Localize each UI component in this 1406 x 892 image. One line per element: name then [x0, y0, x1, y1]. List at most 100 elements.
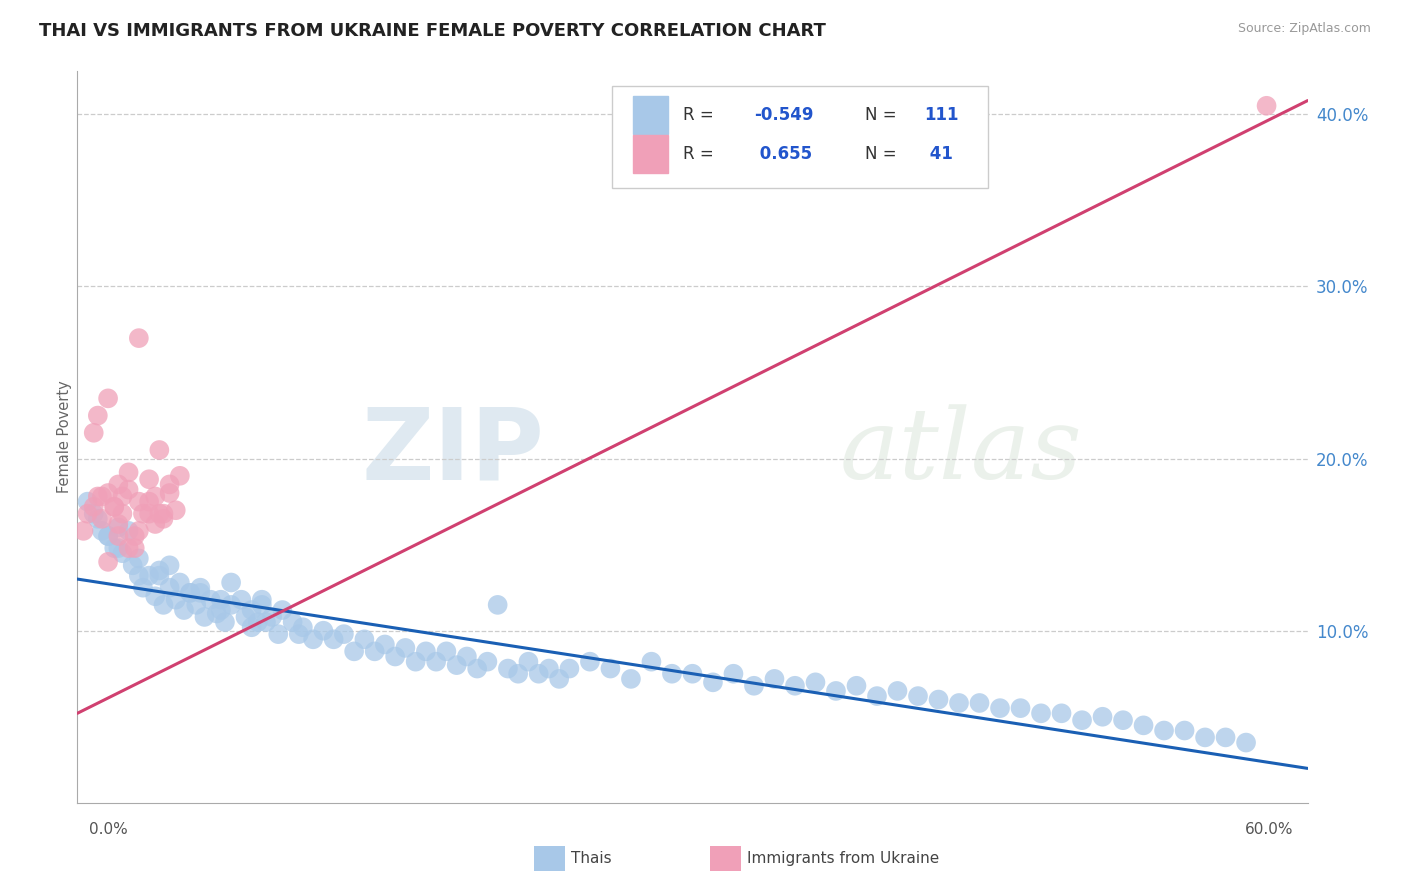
Point	[209, 592, 232, 607]
Point	[169, 575, 191, 590]
Point	[1091, 710, 1114, 724]
Bar	[634, 96, 668, 135]
Point	[394, 640, 416, 655]
Text: THAI VS IMMIGRANTS FROM UKRAINE FEMALE POVERTY CORRELATION CHART: THAI VS IMMIGRANTS FROM UKRAINE FEMALE P…	[39, 22, 827, 40]
Point	[148, 442, 170, 457]
Point	[254, 615, 277, 629]
Point	[302, 632, 325, 647]
Point	[169, 468, 191, 483]
Point	[87, 512, 110, 526]
Point	[76, 494, 98, 508]
Point	[1029, 706, 1052, 721]
Point	[271, 603, 294, 617]
Point	[783, 679, 806, 693]
Point	[103, 541, 125, 555]
Point	[907, 689, 929, 703]
Point	[1010, 701, 1032, 715]
Point	[107, 477, 129, 491]
Point	[143, 490, 166, 504]
Point	[343, 644, 366, 658]
Point	[143, 516, 166, 531]
Point	[1153, 723, 1175, 738]
Point	[1071, 713, 1094, 727]
Point	[312, 624, 335, 638]
Point	[527, 666, 550, 681]
Point	[148, 568, 170, 582]
Point	[90, 524, 114, 538]
Point	[83, 500, 105, 514]
Point	[117, 541, 139, 555]
Point	[124, 529, 146, 543]
Point	[83, 507, 105, 521]
Point	[159, 486, 181, 500]
Text: R =: R =	[683, 145, 713, 163]
Point	[579, 655, 602, 669]
Point	[83, 425, 105, 440]
Point	[425, 655, 447, 669]
Point	[107, 520, 129, 534]
Point	[353, 632, 375, 647]
Point	[117, 524, 139, 538]
Point	[558, 662, 581, 676]
Point	[143, 589, 166, 603]
Point	[250, 592, 273, 607]
Point	[173, 603, 195, 617]
Point	[87, 490, 110, 504]
Point	[702, 675, 724, 690]
Point	[148, 507, 170, 521]
Point	[152, 598, 174, 612]
Point	[111, 546, 134, 560]
Point	[235, 610, 257, 624]
Point	[508, 666, 530, 681]
Point	[1174, 723, 1197, 738]
Point	[1194, 731, 1216, 745]
Point	[723, 666, 745, 681]
Point	[742, 679, 765, 693]
FancyBboxPatch shape	[613, 86, 988, 188]
Point	[165, 503, 187, 517]
Point	[214, 615, 236, 629]
Text: Thais: Thais	[571, 851, 612, 865]
Point	[111, 490, 134, 504]
Point	[1050, 706, 1073, 721]
Point	[179, 586, 201, 600]
Point	[152, 507, 174, 521]
Text: atlas: atlas	[841, 404, 1083, 500]
Point	[90, 512, 114, 526]
Point	[138, 494, 160, 508]
Point	[322, 632, 344, 647]
Point	[72, 524, 94, 538]
Point	[205, 607, 228, 621]
Point	[132, 581, 155, 595]
Point	[517, 655, 540, 669]
Point	[267, 627, 290, 641]
Text: N =: N =	[865, 106, 896, 124]
Point	[97, 392, 120, 406]
Text: 0.655: 0.655	[754, 145, 813, 163]
Point	[661, 666, 683, 681]
Point	[804, 675, 827, 690]
Point	[87, 409, 110, 423]
Point	[496, 662, 519, 676]
Point	[107, 516, 129, 531]
Point	[262, 610, 284, 624]
Y-axis label: Female Poverty: Female Poverty	[56, 381, 72, 493]
Point	[825, 684, 848, 698]
Text: 60.0%: 60.0%	[1246, 822, 1294, 837]
Point	[219, 575, 242, 590]
Point	[111, 507, 134, 521]
Point	[128, 551, 150, 566]
Text: N =: N =	[865, 145, 896, 163]
Point	[288, 627, 311, 641]
Point	[97, 555, 120, 569]
Point	[620, 672, 643, 686]
Point	[107, 529, 129, 543]
Point	[1215, 731, 1237, 745]
Point	[186, 598, 208, 612]
Point	[138, 472, 160, 486]
Point	[219, 598, 242, 612]
Point	[148, 564, 170, 578]
Point	[138, 507, 160, 521]
Point	[124, 541, 146, 555]
Point	[128, 568, 150, 582]
